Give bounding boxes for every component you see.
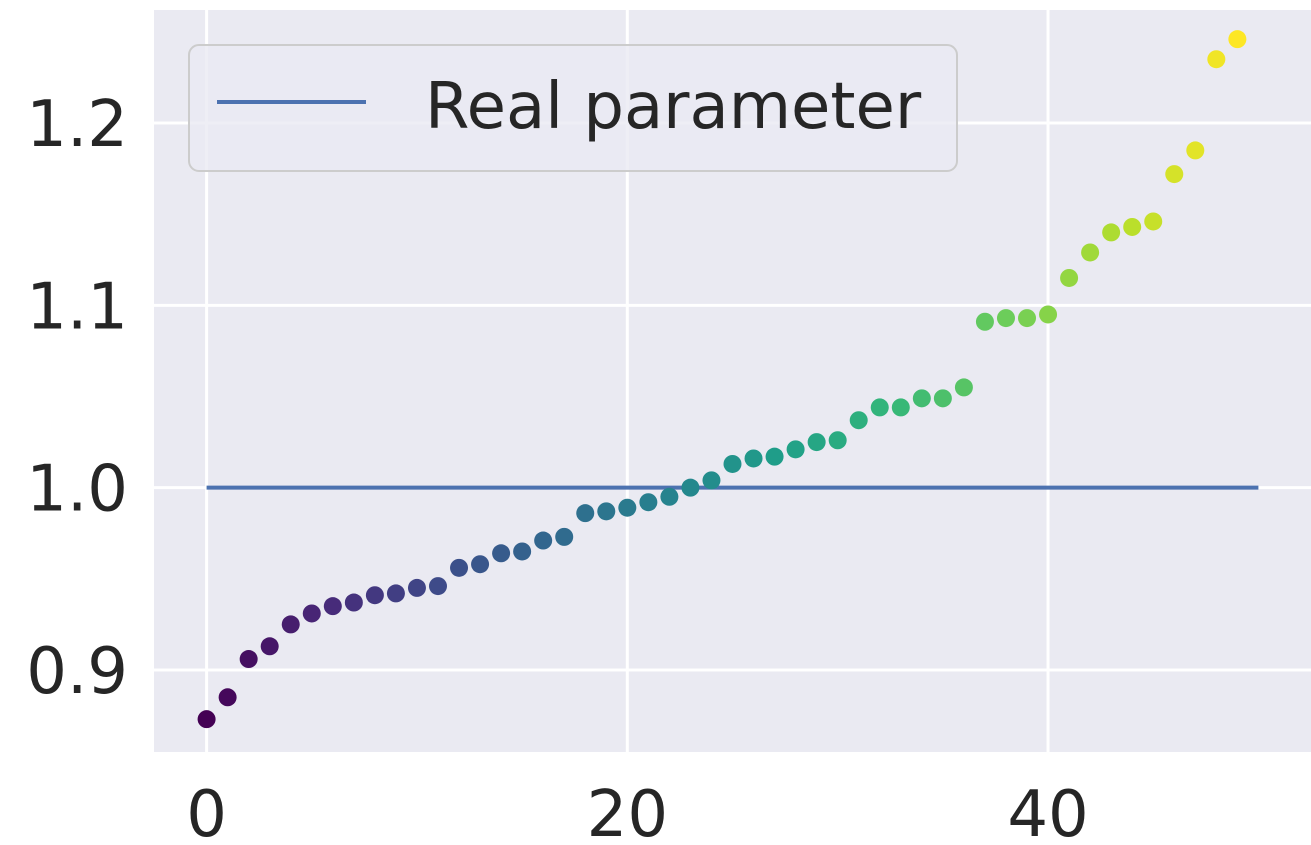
data-point <box>723 454 742 473</box>
y-tick-label: 1.1 <box>26 270 128 344</box>
data-point <box>344 593 363 612</box>
data-point <box>281 615 300 634</box>
data-point <box>681 478 700 497</box>
data-point <box>912 389 931 408</box>
data-point <box>534 531 553 550</box>
data-point <box>702 471 721 490</box>
data-point <box>365 586 384 605</box>
data-point <box>807 433 826 452</box>
y-tick-label: 1.0 <box>26 453 128 527</box>
data-point <box>1228 30 1247 49</box>
data-point <box>386 584 405 603</box>
data-point <box>471 555 490 574</box>
data-point <box>618 498 637 517</box>
data-point <box>428 577 447 596</box>
data-point <box>639 493 658 512</box>
data-point <box>1186 141 1205 160</box>
data-point <box>660 487 679 506</box>
data-point <box>576 504 595 523</box>
data-point <box>1039 305 1058 324</box>
legend-entry-real-parameter: Real parameter <box>425 70 922 144</box>
data-point <box>239 650 258 669</box>
data-point <box>786 440 805 459</box>
x-tick-label: 20 <box>587 778 668 845</box>
data-point <box>1207 50 1226 69</box>
data-point <box>197 710 216 729</box>
data-point <box>323 597 342 616</box>
x-tick-label: 0 <box>186 778 227 845</box>
data-point <box>450 558 469 577</box>
data-point <box>1060 268 1079 287</box>
legend-box <box>188 44 958 172</box>
data-point <box>302 604 321 623</box>
data-point <box>828 431 847 450</box>
data-point <box>260 637 279 656</box>
data-point <box>1165 165 1184 184</box>
data-point <box>891 398 910 417</box>
data-point <box>1123 217 1142 236</box>
data-point <box>765 447 784 466</box>
data-point <box>996 309 1015 328</box>
data-point <box>1144 212 1163 231</box>
data-point <box>1081 243 1100 262</box>
data-point <box>597 502 616 521</box>
data-point <box>1018 309 1037 328</box>
data-point <box>555 527 574 546</box>
data-point <box>492 544 511 563</box>
data-point <box>1102 223 1121 242</box>
x-tick-label: 40 <box>1007 778 1088 845</box>
data-point <box>870 398 889 417</box>
y-tick-label: 0.9 <box>26 635 128 709</box>
x-tick-labels: 0 20 40 <box>186 778 1089 845</box>
data-point <box>513 542 532 561</box>
legend: Real parameter <box>188 44 958 172</box>
data-point <box>744 449 763 468</box>
data-point <box>849 411 868 430</box>
data-point <box>975 312 994 331</box>
data-point <box>407 578 426 597</box>
y-tick-labels: 0.9 1.0 1.1 1.2 <box>26 88 128 709</box>
scatter-points <box>197 30 1247 729</box>
data-point <box>218 688 237 707</box>
data-point <box>954 378 973 397</box>
data-point <box>933 389 952 408</box>
y-tick-label: 1.2 <box>26 88 128 162</box>
